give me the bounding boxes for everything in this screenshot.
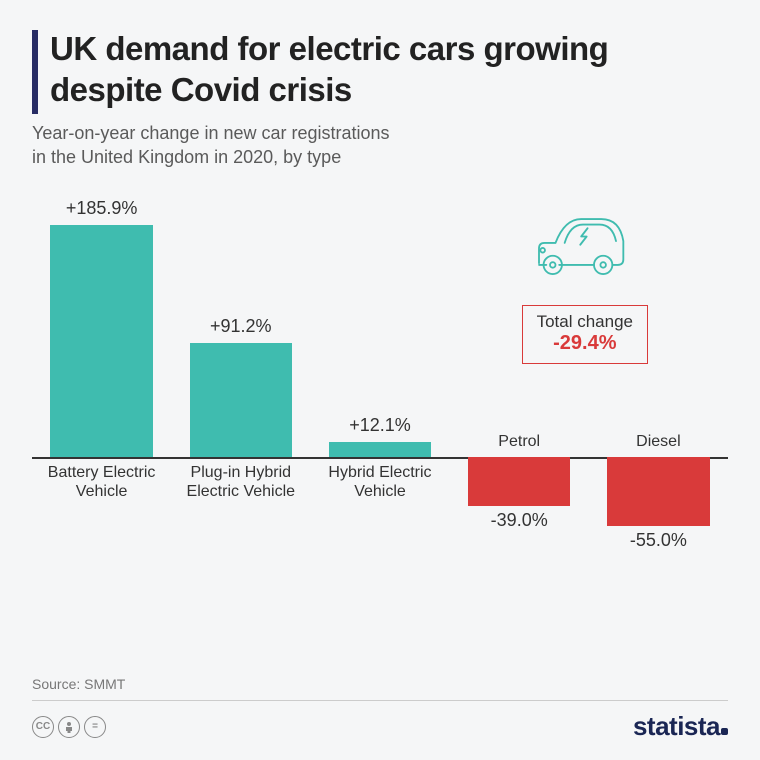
- bar-value-label: -55.0%: [630, 530, 687, 551]
- license-icons: CC =: [32, 716, 106, 738]
- total-change-value: -29.4%: [537, 332, 633, 355]
- cc-icon: CC: [32, 716, 54, 738]
- bar-value-label: +185.9%: [66, 198, 138, 219]
- chart-subtitle: Year-on-year change in new car registrat…: [32, 121, 728, 170]
- bar-column: +12.1%Hybrid Electric Vehicle: [314, 197, 445, 617]
- bar-column: +185.9%Battery Electric Vehicle: [36, 197, 167, 617]
- electric-car-icon: [528, 205, 638, 290]
- brand-text: statista: [633, 711, 720, 741]
- bar-rect: [468, 457, 570, 506]
- bar-column: +91.2%Plug-in Hybrid Electric Vehicle: [175, 197, 306, 617]
- bar-category-label: Diesel: [588, 432, 728, 451]
- total-change-label: Total change: [537, 312, 633, 332]
- chart-area: +185.9%Battery Electric Vehicle+91.2%Plu…: [32, 197, 728, 617]
- source-text: Source: SMMT: [32, 676, 125, 692]
- by-icon: [58, 716, 80, 738]
- brand-logo: statista: [633, 711, 728, 742]
- bar-value-label: +91.2%: [210, 316, 272, 337]
- bar-rect: [607, 457, 709, 526]
- chart-title: UK demand for electric cars growing desp…: [50, 28, 728, 111]
- total-change-box: Total change -29.4%: [522, 305, 648, 364]
- bar-rect: [190, 343, 292, 457]
- bar-category-label: Hybrid Electric Vehicle: [310, 463, 450, 501]
- bar-category-label: Battery Electric Vehicle: [32, 463, 172, 501]
- bar-value-label: -39.0%: [491, 510, 548, 531]
- bar-rect: [329, 442, 431, 457]
- bar-value-label: +12.1%: [349, 415, 411, 436]
- bar-rect: [50, 225, 152, 457]
- bar-category-label: Plug-in Hybrid Electric Vehicle: [171, 463, 311, 501]
- nd-icon: =: [84, 716, 106, 738]
- bar-category-label: Petrol: [449, 432, 589, 451]
- title-accent-bar: [32, 30, 38, 114]
- footer: CC = statista: [32, 700, 728, 742]
